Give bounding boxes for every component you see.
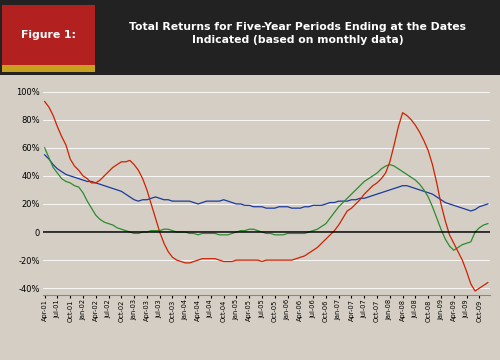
- Text: Total Returns for Five-Year Periods Ending at the Dates
Indicated (based on mont: Total Returns for Five-Year Periods Endi…: [129, 22, 466, 45]
- Bar: [2, 65, 94, 72]
- Text: Figure 1:: Figure 1:: [21, 30, 76, 40]
- Bar: [2, 5, 94, 65]
